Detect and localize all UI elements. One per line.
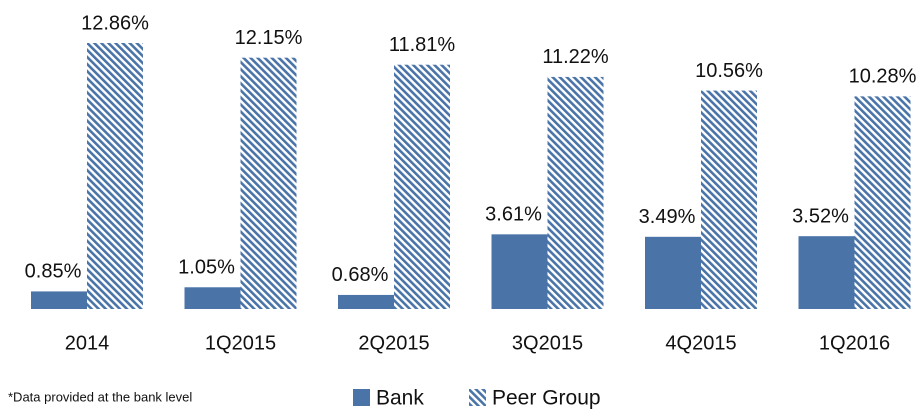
bar bbox=[491, 234, 548, 309]
value-label: 10.28% bbox=[849, 66, 917, 88]
value-label: 3.49% bbox=[639, 206, 696, 228]
x-tick-label: 2014 bbox=[65, 332, 110, 354]
bar bbox=[31, 291, 87, 309]
x-tick-label: 1Q2015 bbox=[205, 332, 276, 354]
value-label: 12.86% bbox=[81, 12, 149, 34]
bar bbox=[854, 96, 911, 309]
legend-label: Peer Group bbox=[492, 387, 601, 410]
value-label: 3.61% bbox=[485, 204, 542, 226]
value-label: 0.68% bbox=[332, 264, 389, 286]
value-label: 0.85% bbox=[25, 261, 82, 283]
bar bbox=[338, 294, 394, 309]
bar bbox=[701, 90, 757, 309]
bar bbox=[645, 236, 701, 309]
bar bbox=[394, 64, 450, 309]
legend-label: Bank bbox=[376, 387, 424, 410]
legend-swatch bbox=[353, 389, 370, 406]
bar bbox=[184, 287, 241, 309]
value-label: 10.56% bbox=[695, 60, 763, 82]
x-tick-label: 1Q2016 bbox=[819, 332, 890, 354]
bar bbox=[240, 57, 297, 309]
value-label: 11.81% bbox=[389, 34, 456, 56]
x-tick-label: 2Q2015 bbox=[358, 332, 429, 354]
legend-swatch bbox=[469, 389, 486, 406]
footnote: *Data provided at the bank level bbox=[8, 389, 192, 404]
value-label: 12.15% bbox=[235, 27, 303, 49]
bar bbox=[798, 236, 855, 309]
x-tick-label: 4Q2015 bbox=[665, 332, 736, 354]
bar bbox=[87, 43, 143, 309]
value-label: 3.52% bbox=[792, 205, 849, 227]
value-label: 11.22% bbox=[542, 46, 609, 68]
x-tick-label: 3Q2015 bbox=[512, 332, 583, 354]
bar bbox=[547, 76, 604, 309]
value-label: 1.05% bbox=[178, 257, 235, 279]
